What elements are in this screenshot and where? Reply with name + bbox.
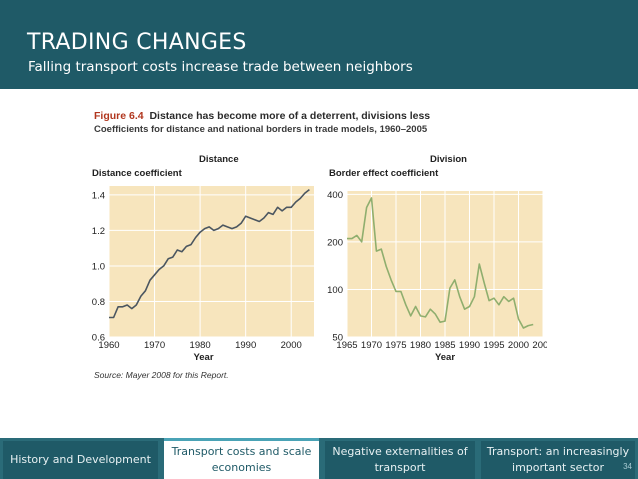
- tab-negative-externalities[interactable]: Negative externalities of transport: [325, 441, 475, 479]
- division-ytick-label: 400: [327, 190, 343, 201]
- distance-ytick-label: 1.2: [92, 226, 105, 237]
- distance-ylabel: Distance coefficient: [92, 168, 182, 179]
- slide-subtitle: Falling transport costs increase trade b…: [28, 59, 413, 75]
- division-ytick-label: 200: [327, 237, 343, 248]
- division-ytick-label: 100: [327, 285, 343, 296]
- figure-label: Figure 6.4: [94, 110, 144, 122]
- distance-xlabel: Year: [193, 352, 213, 361]
- division-xtick-label: 1990: [459, 340, 480, 351]
- distance-ytick-label: 1.0: [92, 261, 105, 272]
- division-xtick-label: 1995: [483, 340, 504, 351]
- division-xlabel: Year: [435, 352, 455, 361]
- figure-subtitle: Coefficients for distance and national b…: [94, 124, 428, 135]
- distance-ytick-label: 0.6: [92, 333, 105, 344]
- figure-title: Figure 6.4 Distance has become more of a…: [94, 110, 430, 122]
- distance-xtick-label: 2000: [281, 340, 302, 351]
- distance-xtick-label: 1970: [144, 340, 165, 351]
- division-xtick-label: 2000: [508, 340, 529, 351]
- division-xtick-label: 1965: [336, 340, 357, 351]
- distance-xtick-label: 1980: [190, 340, 211, 351]
- tab-history-development[interactable]: History and Development: [3, 441, 158, 479]
- slide-title: TRADING CHANGES: [27, 30, 247, 55]
- distance-chart: 0.6 0.8 1.0 1.2 1.4 1960 1970 1980 1990 2000 Year: [92, 186, 314, 361]
- distance-ytick-label: 1.4: [92, 190, 105, 201]
- division-xtick-label: 1975: [385, 340, 406, 351]
- tab-transport-sector[interactable]: Transport: an increasingly important sec…: [481, 441, 635, 479]
- division-series-line: [347, 197, 534, 329]
- division-xtick-label: 2005: [532, 340, 547, 351]
- division-ylabel: Border effect coefficient: [329, 168, 439, 179]
- division-xtick-label: 1970: [361, 340, 382, 351]
- figure-source: Source: Mayer 2008 for this Report.: [94, 370, 229, 380]
- division-chart: 50 100 200 400 1965 1970 1975 1980 1985 1990 1995 2…: [327, 190, 547, 361]
- distance-xtick-label: 1960: [98, 340, 119, 351]
- figure: Figure 6.4 Distance has become more of a…: [87, 107, 547, 385]
- distance-panel-title: Distance: [199, 154, 239, 165]
- division-xtick-label: 1980: [410, 340, 431, 351]
- division-ytick-label: 50: [332, 333, 343, 344]
- distance-ytick-label: 0.8: [92, 297, 105, 308]
- distance-plot-area: [109, 186, 314, 337]
- distance-series-line: [109, 188, 310, 319]
- slide-header: TRADING CHANGES Falling transport costs …: [0, 0, 638, 89]
- figure-title-text: Distance has become more of a deterrent,…: [149, 110, 431, 122]
- page-number: 34: [623, 462, 632, 471]
- distance-xtick-label: 1990: [235, 340, 256, 351]
- division-panel-title: Division: [430, 154, 467, 165]
- tab-transport-costs[interactable]: Transport costs and scale economies: [164, 438, 319, 479]
- division-xtick-label: 1985: [434, 340, 455, 351]
